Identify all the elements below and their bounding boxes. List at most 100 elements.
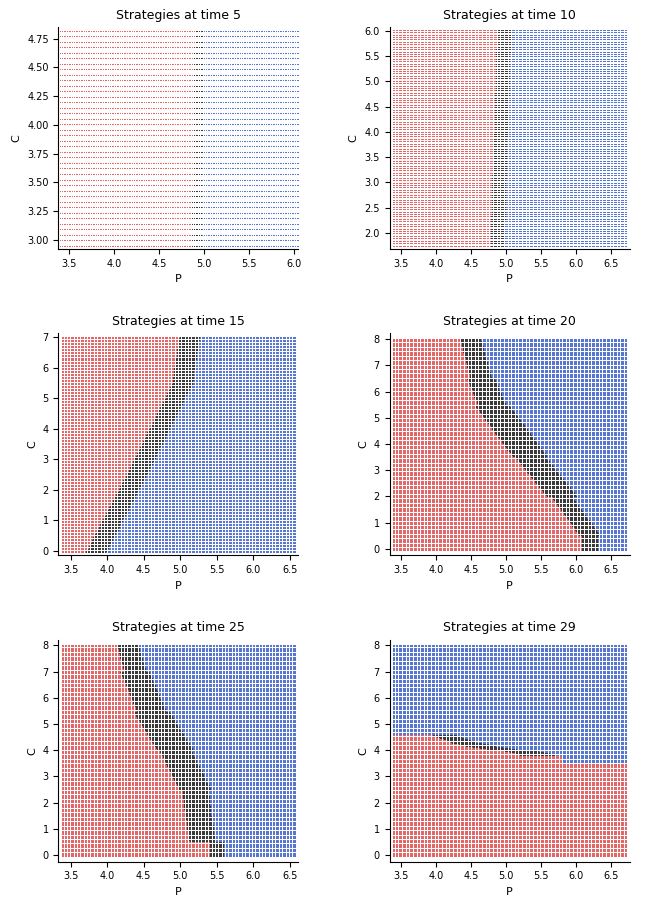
Point: [165, 350, 175, 365]
Point: [604, 771, 615, 785]
Point: [596, 403, 606, 417]
Point: [153, 444, 163, 459]
Point: [222, 356, 232, 371]
Point: [154, 156, 165, 171]
Point: [548, 124, 558, 139]
Point: [474, 173, 485, 188]
Point: [283, 695, 293, 709]
Point: [278, 178, 288, 192]
Point: [397, 354, 408, 368]
Point: [392, 511, 402, 525]
Point: [118, 541, 129, 555]
Point: [254, 405, 265, 420]
Point: [61, 796, 71, 811]
Point: [201, 775, 211, 790]
Point: [570, 818, 580, 833]
Point: [179, 668, 190, 682]
Point: [502, 529, 513, 543]
Point: [128, 681, 138, 696]
Point: [528, 396, 539, 411]
Point: [392, 535, 402, 550]
Point: [425, 541, 435, 556]
Point: [154, 448, 164, 463]
Point: [587, 434, 597, 448]
Point: [471, 701, 481, 716]
Point: [145, 711, 156, 726]
Point: [585, 415, 595, 430]
Point: [128, 490, 138, 504]
Point: [206, 470, 217, 484]
Point: [153, 527, 163, 541]
Point: [441, 668, 452, 682]
Point: [221, 499, 231, 513]
Point: [577, 443, 587, 457]
Point: [125, 45, 136, 60]
Point: [439, 661, 449, 676]
Point: [496, 455, 507, 470]
Point: [156, 469, 167, 483]
Point: [153, 478, 163, 493]
Point: [396, 102, 406, 117]
Point: [465, 784, 476, 798]
Point: [229, 717, 239, 731]
Point: [197, 721, 207, 736]
Point: [565, 693, 575, 707]
Point: [519, 434, 529, 449]
Point: [445, 487, 455, 502]
Point: [582, 389, 593, 404]
Point: [543, 659, 553, 674]
Point: [415, 757, 426, 772]
Point: [468, 662, 478, 677]
Point: [229, 837, 239, 852]
Point: [132, 737, 143, 752]
Point: [392, 786, 402, 801]
Point: [487, 361, 498, 375]
Point: [469, 495, 480, 510]
Point: [217, 338, 228, 353]
Point: [533, 668, 543, 683]
Point: [177, 403, 187, 417]
Point: [500, 530, 510, 544]
Point: [177, 517, 187, 532]
Point: [141, 668, 151, 682]
Point: [158, 167, 168, 181]
Point: [441, 175, 452, 190]
Point: [411, 781, 422, 795]
Point: [71, 833, 82, 847]
Point: [432, 736, 443, 750]
Point: [480, 805, 491, 820]
Point: [424, 83, 434, 98]
Point: [599, 429, 609, 444]
Point: [435, 804, 445, 818]
Point: [474, 450, 485, 464]
Point: [165, 735, 175, 749]
Point: [569, 753, 579, 767]
Point: [142, 778, 153, 793]
Point: [465, 214, 476, 229]
Point: [436, 483, 447, 498]
Point: [585, 739, 595, 754]
Point: [144, 40, 154, 54]
Point: [578, 173, 589, 188]
Point: [533, 781, 543, 795]
Point: [402, 424, 412, 439]
Point: [413, 779, 423, 794]
Point: [441, 490, 452, 504]
Point: [147, 643, 157, 658]
Point: [79, 340, 89, 355]
Point: [504, 429, 514, 444]
Point: [94, 736, 104, 750]
Point: [388, 361, 398, 375]
Point: [519, 512, 529, 526]
Point: [435, 44, 445, 59]
Point: [428, 837, 438, 852]
Point: [216, 805, 227, 820]
Point: [508, 217, 518, 231]
Point: [441, 521, 452, 535]
Point: [252, 831, 262, 845]
Point: [617, 543, 627, 558]
Point: [430, 764, 441, 778]
Point: [161, 331, 171, 346]
Point: [147, 405, 157, 419]
Point: [184, 766, 194, 781]
